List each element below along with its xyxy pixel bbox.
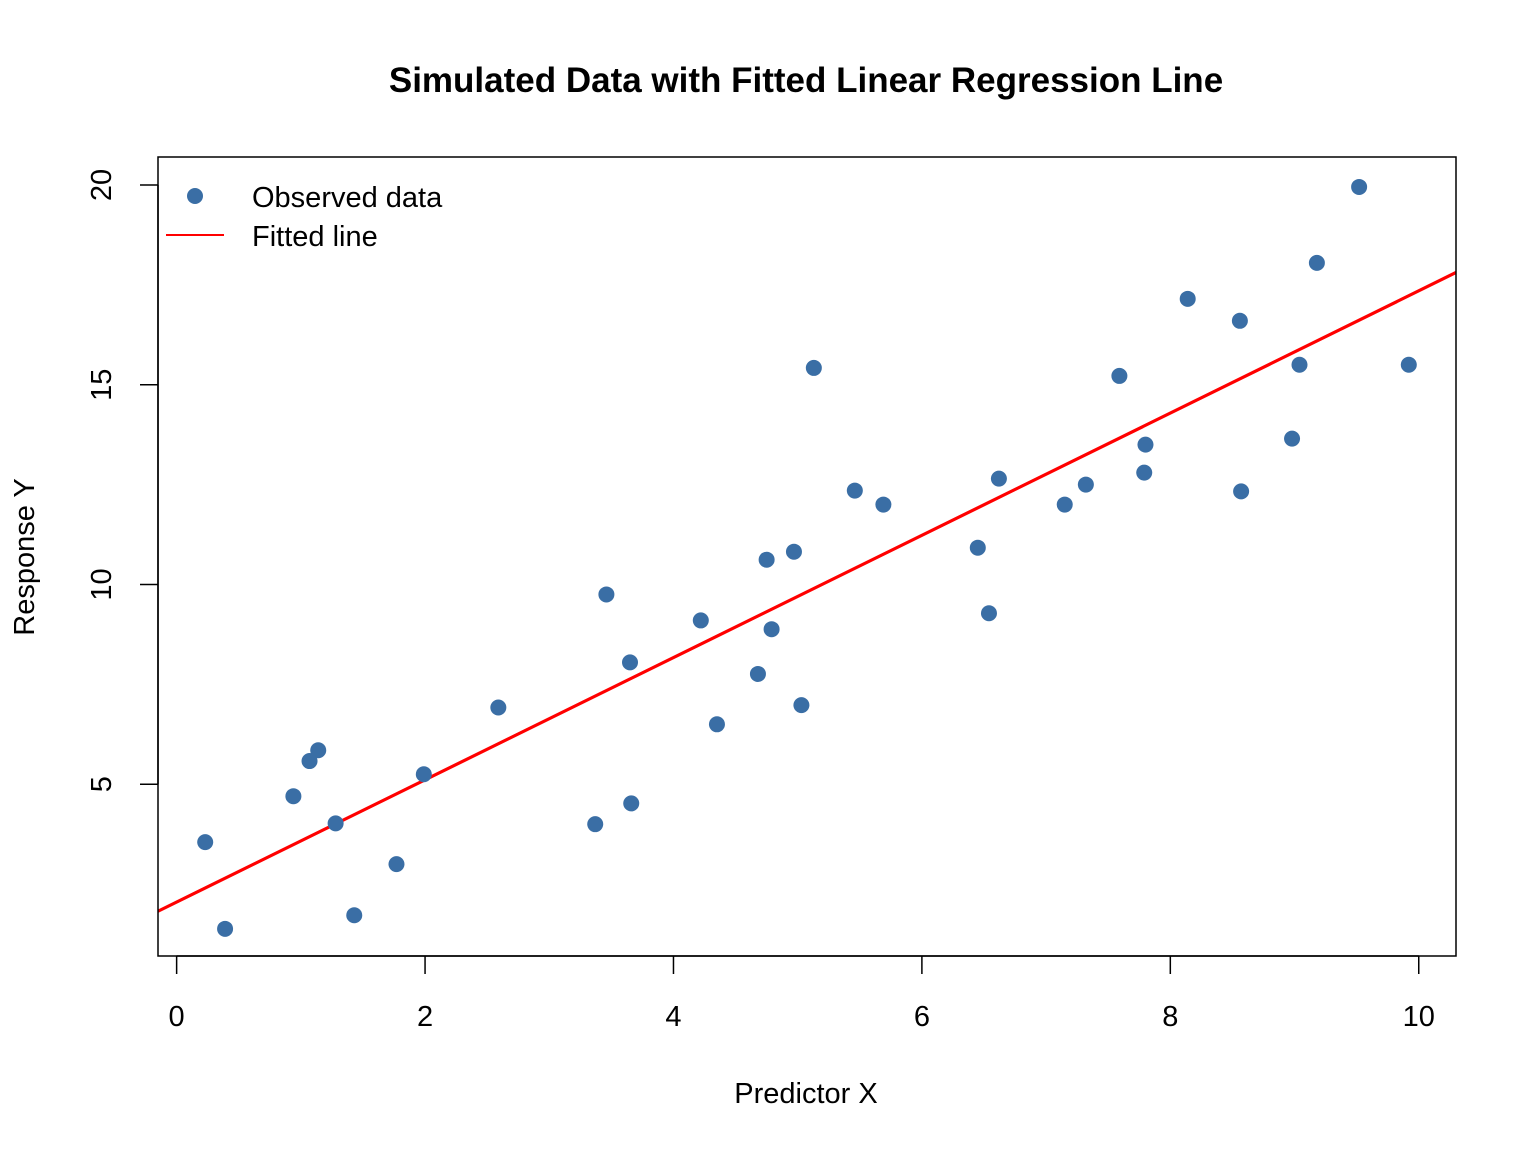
data-point (990, 470, 1007, 487)
data-point (1351, 178, 1368, 195)
data-point (763, 621, 780, 638)
data-point (785, 543, 802, 560)
x-tick-label: 10 (1403, 1001, 1435, 1033)
legend-label-observed: Observed data (252, 182, 443, 214)
data-point (197, 834, 214, 851)
data-point (1111, 367, 1128, 384)
data-point (758, 551, 775, 568)
data-point (1056, 496, 1073, 513)
data-point (346, 907, 363, 924)
data-point (490, 699, 507, 716)
legend: Observed data Fitted line (166, 182, 443, 253)
data-point (1137, 436, 1154, 453)
data-point (692, 612, 709, 629)
data-point (327, 815, 344, 832)
data-point (415, 766, 432, 783)
data-point (587, 816, 604, 833)
chart-title: Simulated Data with Fitted Linear Regres… (389, 61, 1223, 100)
data-point (1291, 356, 1308, 373)
data-point (217, 920, 234, 937)
data-point (1179, 290, 1196, 307)
data-point (1077, 476, 1094, 493)
data-point (310, 742, 327, 759)
y-axis: 5 10 15 20 (86, 169, 159, 792)
y-tick-label: 20 (86, 169, 118, 201)
x-tick-label: 4 (665, 1001, 681, 1033)
x-tick-label: 0 (169, 1001, 185, 1033)
fitted-line (158, 271, 1456, 913)
y-axis-label: Response Y (9, 478, 41, 635)
data-point (793, 697, 810, 714)
data-point (1284, 430, 1301, 447)
data-point (623, 795, 640, 812)
data-point (598, 586, 615, 603)
data-point (846, 482, 863, 499)
data-point (1136, 464, 1153, 481)
data-point (1308, 254, 1325, 271)
data-point (969, 539, 986, 556)
y-tick-label: 10 (86, 568, 118, 600)
legend-point-symbol (187, 188, 203, 204)
y-tick-label: 15 (86, 369, 118, 401)
data-point (1400, 356, 1417, 373)
data-point (1233, 483, 1250, 500)
legend-label-fitted: Fitted line (252, 221, 378, 253)
x-tick-label: 8 (1162, 1001, 1178, 1033)
data-point (805, 359, 822, 376)
y-tick-label: 5 (86, 776, 118, 792)
data-point (708, 716, 725, 733)
data-point (749, 665, 766, 682)
data-point (1231, 312, 1248, 329)
x-axis: 0 2 4 6 8 10 (169, 955, 1435, 1033)
data-point (980, 605, 997, 622)
data-point (285, 788, 302, 805)
data-point (388, 856, 405, 873)
plot-frame (157, 156, 1457, 957)
x-axis-label: Predictor X (734, 1078, 877, 1110)
data-point (875, 496, 892, 513)
x-tick-label: 6 (914, 1001, 930, 1033)
plot-area (158, 178, 1456, 937)
x-tick-label: 2 (417, 1001, 433, 1033)
data-point (622, 654, 638, 671)
data-point (301, 753, 318, 770)
